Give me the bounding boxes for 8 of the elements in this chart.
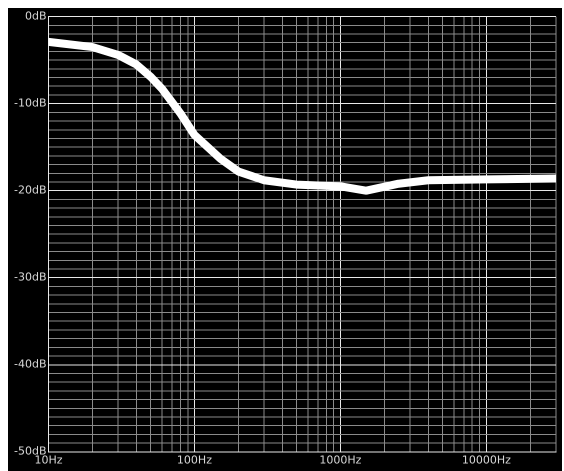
y-tick-label: -20dB	[14, 184, 46, 197]
x-tick-label: 10000Hz	[462, 453, 512, 466]
y-tick-label: -30dB	[14, 270, 46, 284]
y-tick-label: 0dB	[24, 9, 46, 22]
y-tick-label: -40dB	[14, 358, 46, 371]
x-tick-label: 1000Hz	[319, 453, 362, 466]
y-tick-label: -10dB	[14, 96, 46, 110]
x-tick-label: 100Hz	[176, 453, 212, 466]
